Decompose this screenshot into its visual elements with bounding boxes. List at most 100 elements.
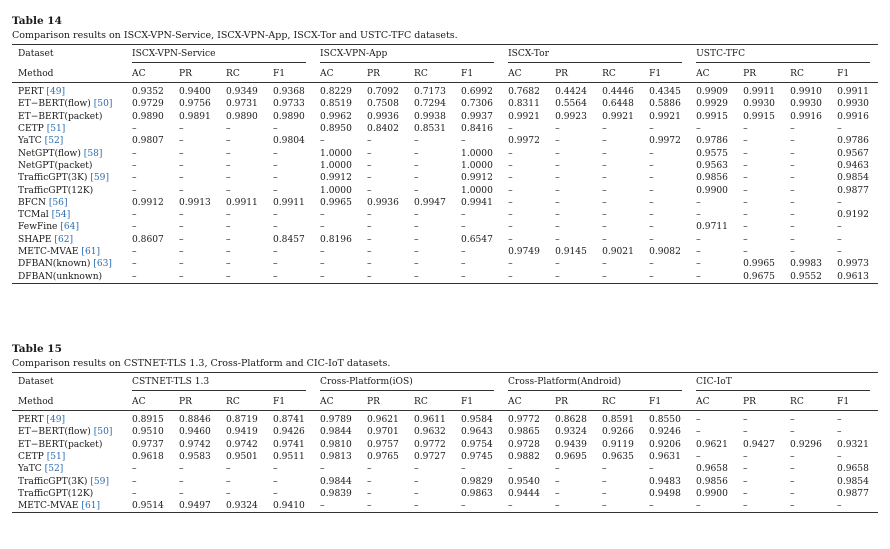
value-cell: – (179, 124, 184, 135)
value-cell: 0.9246 (649, 427, 681, 438)
value-cell: – (790, 464, 795, 475)
value-cell: 0.9877 (837, 488, 869, 499)
value-cell: – (273, 222, 278, 233)
table-row: ET−BERT(flow) [50] 0.9729 0.9756 0.9731 0.97… (12, 98, 878, 110)
value-cell: 0.9206 (649, 439, 681, 450)
value-cell: – (414, 476, 419, 487)
value-cell: 0.9921 (602, 111, 634, 122)
value-cell: – (555, 476, 560, 487)
value-cell: 0.9514 (126, 500, 173, 514)
citation-ref: [49] (46, 415, 66, 426)
value-cell: – (649, 160, 654, 171)
value-cell: – (226, 136, 231, 147)
value-cell: – (226, 259, 231, 270)
metric-header: RC (596, 63, 644, 83)
value-cell: – (696, 247, 701, 257)
value-cell: – (461, 136, 466, 147)
value-cell: 0.9877 (837, 185, 869, 196)
value-cell: – (455, 270, 503, 284)
value-cell: 0.9611 (414, 415, 446, 426)
table-row: TrafficGPT(12K) – – – – 0.9839 – – 0.9863 0.9444 –… (12, 488, 878, 500)
value-cell: 1.0000 (320, 185, 352, 196)
metric-header: F1 (831, 391, 879, 411)
results-table: Dataset ISCX-VPN-Service ISCX-VPN-App ISCX… (12, 44, 879, 284)
value-cell: 0.7508 (367, 99, 399, 110)
table-row: CETP [51] 0.9618 0.9583 0.9501 0.9511 0.9813 0… (12, 451, 878, 463)
table-row: BFCN [56] 0.9912 0.9913 0.9911 0.9911 0.9965 0… (12, 197, 878, 209)
value-cell: – (461, 210, 466, 221)
table-body: PERT [49] 0.8915 0.8846 0.8719 0.8741 0.9789 0… (12, 411, 879, 514)
value-cell: 0.8531 (414, 124, 446, 135)
citation-ref: [50] (93, 99, 113, 110)
value-cell: 0.8416 (461, 124, 493, 135)
value-cell: – (602, 160, 607, 171)
value-cell: – (179, 222, 184, 233)
value-cell: – (414, 488, 419, 499)
value-cell: 0.9765 (367, 452, 399, 463)
value-cell: 0.9786 (837, 136, 869, 147)
value-cell: 0.9890 (132, 111, 164, 122)
value-cell: – (461, 247, 466, 257)
value-cell: – (743, 234, 748, 245)
metric-header: RC (596, 391, 644, 411)
value-cell: 0.9745 (461, 452, 493, 463)
value-cell: – (508, 197, 513, 208)
method-name-cell: NetGPT(flow) [58] (12, 147, 126, 159)
value-cell: – (508, 173, 513, 184)
method-name-cell: PERT [49] (12, 83, 126, 99)
value-cell: – (837, 234, 842, 245)
value-cell: – (179, 464, 184, 475)
value-cell: – (273, 185, 278, 196)
table-number: Table 15 (12, 343, 62, 355)
value-cell: – (414, 136, 419, 147)
method-name-cell: YaTC [52] (12, 135, 126, 147)
metric-header: PR (173, 391, 220, 411)
value-cell: – (649, 173, 654, 184)
value-cell: – (790, 476, 795, 487)
value-cell: – (549, 500, 597, 514)
method-name-cell: ET−BERT(flow) [50] (12, 426, 126, 438)
value-cell: – (743, 476, 748, 487)
value-cell: 0.9916 (790, 111, 822, 122)
table-row: ET−BERT(packet) 0.9890 0.9891 0.9890 0.9890 0… (12, 111, 878, 123)
citation-ref: [58] (83, 148, 103, 159)
value-cell: – (461, 222, 466, 233)
table-row: NetGPT(packet) – – – – 1.0000 – – 1.0000 – – – – 0.95… (12, 160, 878, 172)
citation-ref: [59] (90, 476, 109, 487)
value-cell: – (508, 234, 513, 245)
value-cell: 0.4345 (649, 87, 681, 98)
value-cell: – (837, 427, 842, 438)
value-cell: – (320, 259, 325, 270)
value-cell: 0.6547 (461, 234, 493, 245)
value-cell: 0.9501 (226, 452, 258, 463)
value-cell: – (361, 270, 409, 284)
value-cell: 1.0000 (461, 160, 493, 171)
value-cell: – (502, 270, 550, 284)
value-cell: 0.9321 (837, 439, 869, 450)
value-cell: 0.9915 (743, 111, 775, 122)
value-cell: – (555, 136, 560, 147)
value-cell: – (690, 500, 738, 514)
value-cell: – (179, 185, 184, 196)
value-cell: 0.9728 (508, 439, 540, 450)
method-name: ET−BERT(flow) (18, 427, 91, 438)
value-cell: 0.9856 (696, 173, 728, 184)
metric-header: F1 (455, 63, 503, 83)
value-cell: – (508, 464, 513, 475)
value-cell: 0.9786 (696, 136, 728, 147)
value-cell: 0.9563 (696, 160, 728, 171)
value-cell: – (555, 185, 560, 196)
value-cell: – (555, 234, 560, 245)
results-table: Dataset CSTNET-TLS 1.3 Cross-Platform(iOS… (12, 372, 879, 514)
value-cell: 0.9552 (784, 270, 832, 284)
value-cell: – (226, 173, 231, 184)
value-cell: 0.9444 (508, 488, 540, 499)
method-name: NetGPT(flow) (18, 148, 81, 159)
value-cell: – (743, 452, 748, 463)
method-name-cell: TrafficGPT(3K) [59] (12, 475, 126, 487)
method-name-cell: ET−BERT(flow) [50] (12, 98, 126, 110)
value-cell: – (314, 270, 362, 284)
value-cell: – (790, 222, 795, 233)
value-cell: – (226, 222, 231, 233)
dataset-header: Dataset (12, 372, 126, 391)
